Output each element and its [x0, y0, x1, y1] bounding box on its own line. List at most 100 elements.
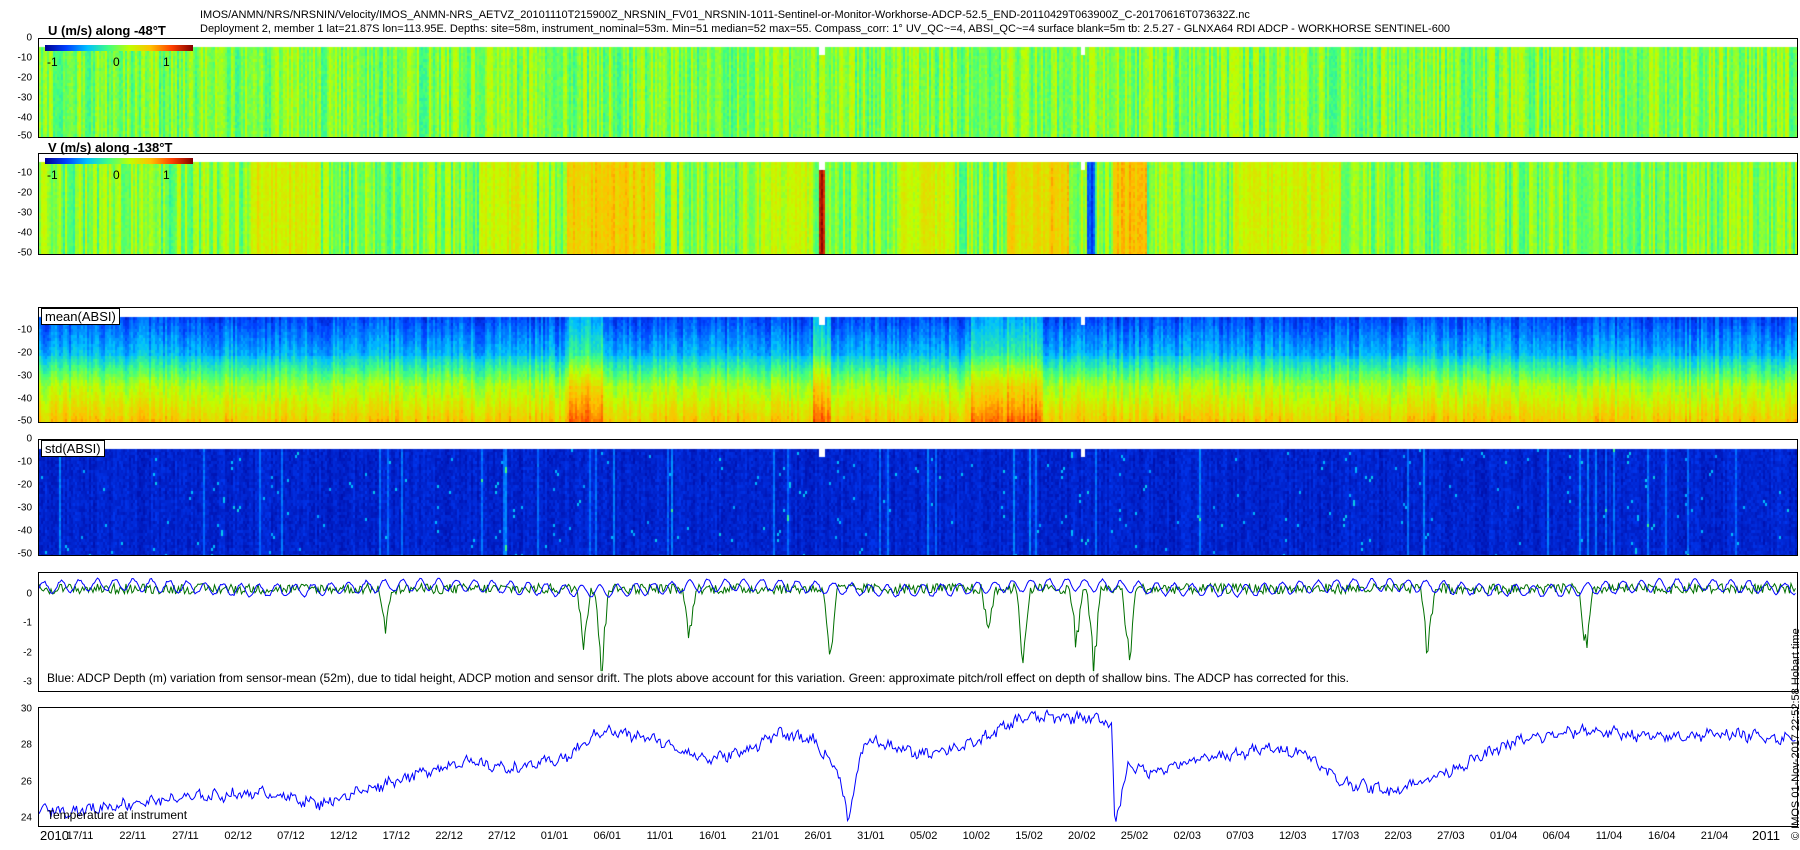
time-tick-label: 16/04 — [1648, 830, 1676, 842]
depth-variation-annotation: Blue: ADCP Depth (m) variation from sens… — [47, 671, 1349, 685]
time-tick-label: 10/02 — [962, 830, 991, 842]
time-tick-label: 25/02 — [1120, 830, 1149, 842]
u-colorbar-gradient — [45, 45, 193, 51]
v-velocity-title: V (m/s) along -138°T — [48, 140, 173, 155]
v-yaxis: -10 -20 -30 -40 -50 — [0, 153, 38, 259]
v-colorbar: -1 0 1 — [45, 158, 193, 182]
u-ytick: 0 — [26, 32, 32, 44]
v-colorbar-tick: -1 — [47, 168, 58, 182]
mean-absi-ytick: -10 — [17, 324, 32, 336]
std-absi-title: std(ABSI) — [41, 440, 105, 457]
v-velocity-heatmap — [39, 154, 1797, 254]
depth-variation-line — [39, 577, 1796, 598]
depth-ytick: -3 — [23, 676, 32, 688]
std-absi-yaxis: 0 -10 -20 -30 -40 -50 — [0, 434, 38, 560]
temp-ytick: 28 — [20, 739, 32, 751]
time-tick-label: 22/03 — [1384, 830, 1412, 842]
depth-variation-plot — [39, 577, 1796, 682]
u-ytick: -10 — [17, 52, 32, 64]
u-ytick: -50 — [17, 130, 32, 142]
time-tick-label: 06/04 — [1542, 830, 1571, 842]
u-ytick: -20 — [17, 72, 32, 84]
u-colorbar-tick: 1 — [163, 55, 170, 69]
std-absi-ytick: -10 — [17, 456, 32, 468]
std-absi-ytick: -20 — [17, 479, 32, 491]
mean-absi-ytick: -30 — [17, 370, 32, 382]
mean-absi-yaxis: -10 -20 -30 -40 -50 — [0, 307, 38, 427]
mean-absi-panel: mean(ABSI) — [38, 307, 1798, 423]
depth-variation-panel: Blue: ADCP Depth (m) variation from sens… — [38, 572, 1798, 692]
v-colorbar-tick: 0 — [113, 168, 120, 182]
time-tick-label: 01/04 — [1489, 830, 1518, 842]
depth-ytick: -2 — [23, 647, 32, 659]
mean-absi-ytick: -20 — [17, 347, 32, 359]
u-yaxis: 0 -10 -20 -30 -40 -50 — [0, 33, 38, 142]
time-tick-label: 05/02 — [909, 830, 938, 842]
std-absi-ytick: -50 — [17, 548, 32, 560]
time-tick-label: 22/11 — [119, 830, 147, 842]
time-tick-label: 12/12 — [329, 830, 358, 842]
v-ytick: -30 — [17, 207, 32, 219]
u-velocity-title: U (m/s) along -48°T — [48, 23, 166, 38]
year-start-label: 2010 — [40, 828, 69, 843]
time-tick-label: 07/12 — [277, 830, 305, 842]
depth-variation-yaxis: 0 -1 -2 -3 — [0, 572, 38, 692]
u-ytick: -40 — [17, 112, 32, 124]
u-velocity-heatmap — [39, 39, 1797, 137]
u-colorbar-tick: -1 — [47, 55, 58, 69]
v-ytick: -40 — [17, 227, 32, 239]
mean-absi-ytick: -40 — [17, 393, 32, 405]
v-ytick: -20 — [17, 187, 32, 199]
time-tick-label: 02/03 — [1173, 830, 1202, 842]
year-end-label: 2011 — [1752, 828, 1780, 843]
std-absi-panel: std(ABSI) — [38, 439, 1798, 556]
temp-ytick: 26 — [20, 776, 32, 788]
time-tick-label: 15/02 — [1015, 830, 1043, 842]
time-tick-label: 31/01 — [857, 830, 885, 842]
std-absi-ytick: -30 — [17, 502, 32, 514]
time-tick-label: 11/04 — [1595, 830, 1623, 842]
std-absi-ytick: 0 — [26, 433, 32, 445]
v-colorbar-tick: 1 — [163, 168, 170, 182]
v-velocity-panel: V (m/s) along -138°T -1 0 1 — [38, 140, 1798, 255]
time-tick-label: 21/04 — [1700, 830, 1729, 842]
u-colorbar: -1 0 1 — [45, 45, 193, 69]
temperature-panel: Temperature at instrument — [38, 707, 1798, 827]
time-tick-label: 17/12 — [382, 830, 411, 842]
time-tick-label: 27/11 — [172, 830, 199, 842]
v-ytick: -50 — [17, 247, 32, 259]
time-tick-label: 06/01 — [593, 830, 622, 842]
v-colorbar-gradient — [45, 158, 193, 164]
time-tick-label: 07/03 — [1226, 830, 1254, 842]
figure-title-line2: Deployment 2, member 1 lat=21.87S lon=11… — [200, 23, 1451, 35]
std-absi-heatmap — [39, 440, 1797, 555]
time-tick-label: 01/01 — [540, 830, 569, 842]
time-tick-label: 11/01 — [646, 830, 674, 842]
time-tick-label: 27/12 — [488, 830, 516, 842]
mean-absi-title: mean(ABSI) — [41, 308, 120, 325]
time-tick-label: 17/03 — [1331, 830, 1360, 842]
depth-ytick: -1 — [23, 617, 32, 629]
depth-ytick: 0 — [26, 588, 32, 600]
u-colorbar-tick: 0 — [113, 55, 120, 69]
mean-absi-ytick: -50 — [17, 415, 32, 427]
temperature-yaxis: 30 28 26 24 — [0, 704, 38, 827]
temperature-title: Temperature at instrument — [47, 808, 188, 822]
mean-absi-heatmap — [39, 308, 1797, 422]
v-ytick: -10 — [17, 167, 32, 179]
time-tick-label: 26/01 — [804, 830, 832, 842]
copyright-timestamp: © IMOS 01-Nov-2017 22:52:58 Hobart time — [1790, 628, 1800, 840]
temp-ytick: 24 — [20, 812, 32, 824]
figure-title-line1: IMOS/ANMN/NRS/NRSNIN/Velocity/IMOS_ANMN-… — [200, 9, 1250, 21]
time-tick-label: 20/02 — [1068, 830, 1096, 842]
u-velocity-panel: U (m/s) along -48°T -1 0 1 — [38, 23, 1798, 138]
time-tick-label: 02/12 — [224, 830, 252, 842]
u-ytick: -30 — [17, 92, 32, 104]
time-tick-label: 27/03 — [1437, 830, 1465, 842]
temperature-plot — [39, 709, 1796, 823]
time-tick-label: 21/01 — [751, 830, 780, 842]
time-tick-label: 17/11 — [66, 830, 94, 842]
time-tick-label: 16/01 — [698, 830, 727, 842]
time-tick-label: 12/03 — [1278, 830, 1307, 842]
pitch-roll-line — [39, 581, 1796, 682]
